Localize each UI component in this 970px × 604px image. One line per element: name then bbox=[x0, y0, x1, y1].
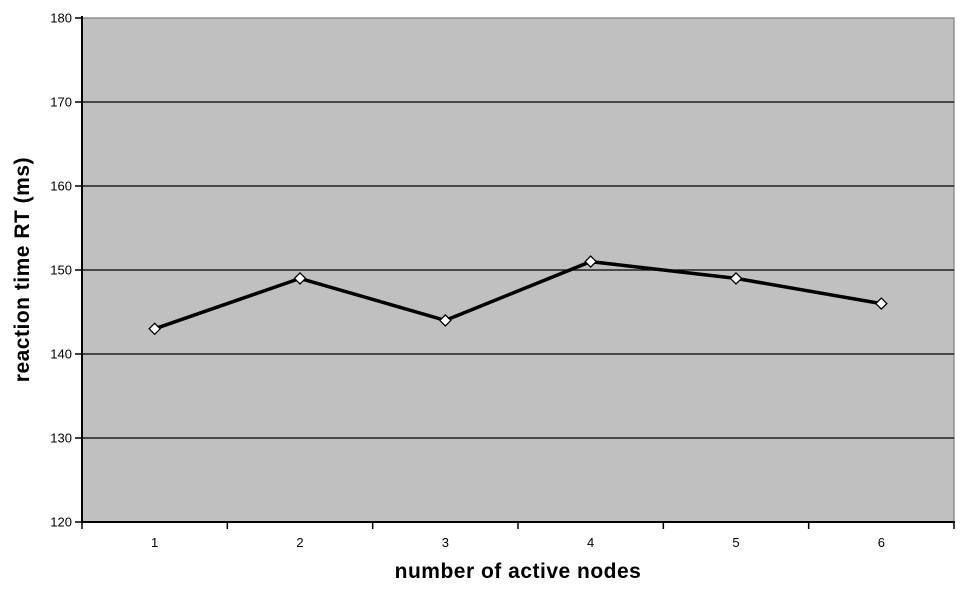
y-tick-label: 130 bbox=[50, 431, 72, 446]
y-axis-title: reaction time RT (ms) bbox=[11, 157, 34, 383]
data-point-marker bbox=[729, 271, 743, 285]
x-tick-label: 3 bbox=[442, 535, 449, 550]
y-tick-label: 160 bbox=[50, 179, 72, 194]
y-tick-label: 150 bbox=[50, 263, 72, 278]
x-tick-label: 4 bbox=[587, 535, 594, 550]
y-tick-label: 120 bbox=[50, 515, 72, 530]
y-axis-title-box: reaction time RT (ms) bbox=[2, 18, 44, 522]
x-axis-title: number of active nodes bbox=[394, 560, 642, 583]
data-point-marker bbox=[293, 271, 307, 285]
data-point-marker bbox=[438, 313, 452, 327]
data-point-marker bbox=[148, 322, 162, 336]
x-tick-label: 6 bbox=[878, 535, 885, 550]
series-line bbox=[154, 259, 882, 331]
data-point-marker bbox=[584, 255, 598, 269]
y-tick-label: 170 bbox=[50, 95, 72, 110]
x-tick-label: 5 bbox=[732, 535, 739, 550]
data-point-marker bbox=[874, 297, 888, 311]
y-tick-label: 140 bbox=[50, 347, 72, 362]
y-tick-label: 180 bbox=[50, 11, 72, 26]
x-tick-label: 1 bbox=[151, 535, 158, 550]
x-tick-label: 2 bbox=[296, 535, 303, 550]
